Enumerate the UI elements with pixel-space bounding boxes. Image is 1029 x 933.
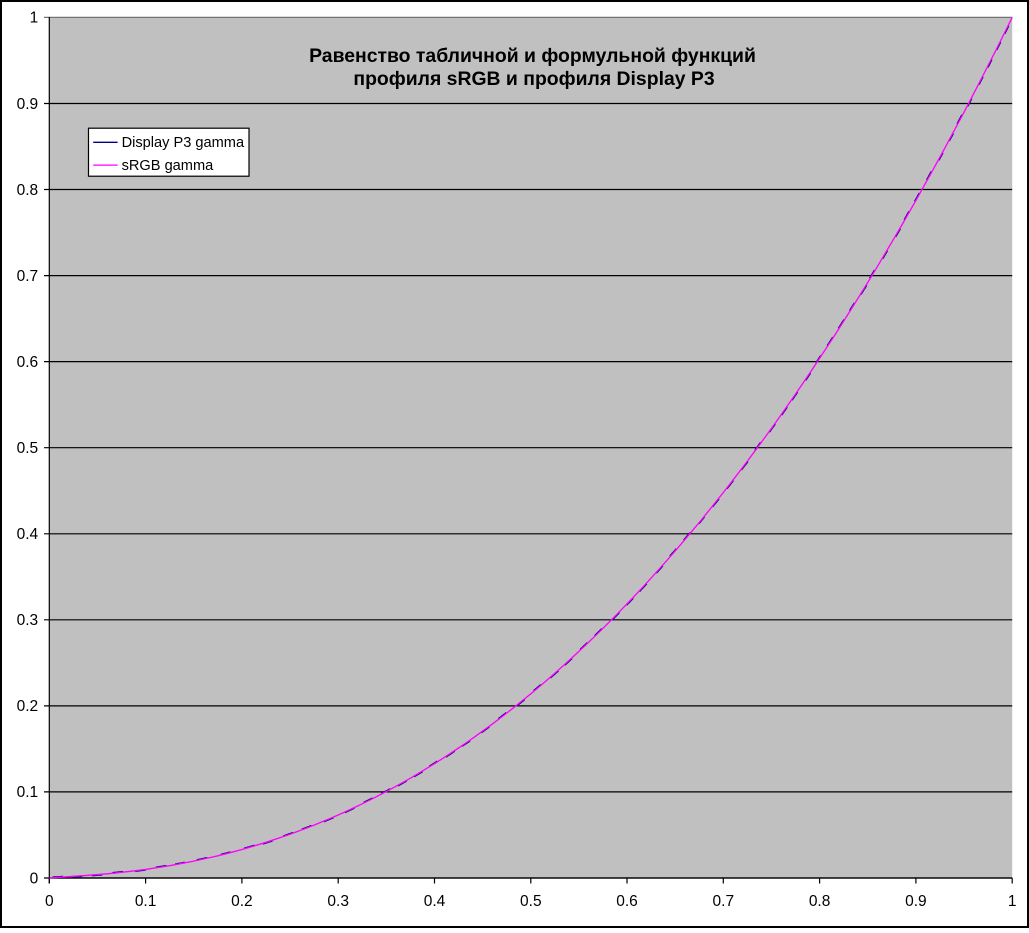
- svg-text:0.9: 0.9: [905, 893, 927, 910]
- svg-text:Display P3 gamma: Display P3 gamma: [122, 135, 245, 151]
- svg-text:0.2: 0.2: [17, 698, 39, 715]
- svg-text:0.6: 0.6: [17, 354, 39, 371]
- svg-text:0: 0: [45, 893, 54, 910]
- svg-text:0.3: 0.3: [17, 612, 39, 629]
- svg-text:1: 1: [30, 10, 39, 27]
- svg-text:1: 1: [1008, 893, 1017, 910]
- svg-text:0.7: 0.7: [17, 268, 39, 285]
- svg-text:0.9: 0.9: [17, 96, 39, 113]
- svg-text:0: 0: [30, 870, 39, 887]
- svg-text:0.8: 0.8: [809, 893, 831, 910]
- svg-text:0.6: 0.6: [616, 893, 638, 910]
- svg-text:0.5: 0.5: [17, 440, 39, 457]
- svg-text:0.5: 0.5: [520, 893, 542, 910]
- svg-text:0.2: 0.2: [231, 893, 253, 910]
- svg-text:0.1: 0.1: [135, 893, 157, 910]
- svg-text:0.1: 0.1: [17, 784, 39, 801]
- svg-text:профиля sRGB и профиля Display: профиля sRGB и профиля Display P3: [353, 68, 714, 90]
- svg-text:Равенство табличной и формульн: Равенство табличной и формульной функций: [309, 45, 756, 67]
- svg-text:0.7: 0.7: [713, 893, 735, 910]
- svg-text:0.3: 0.3: [327, 893, 349, 910]
- svg-text:0.4: 0.4: [424, 893, 446, 910]
- svg-text:0.8: 0.8: [17, 182, 39, 199]
- svg-text:sRGB gamma: sRGB gamma: [122, 158, 215, 174]
- svg-text:0.4: 0.4: [17, 526, 39, 543]
